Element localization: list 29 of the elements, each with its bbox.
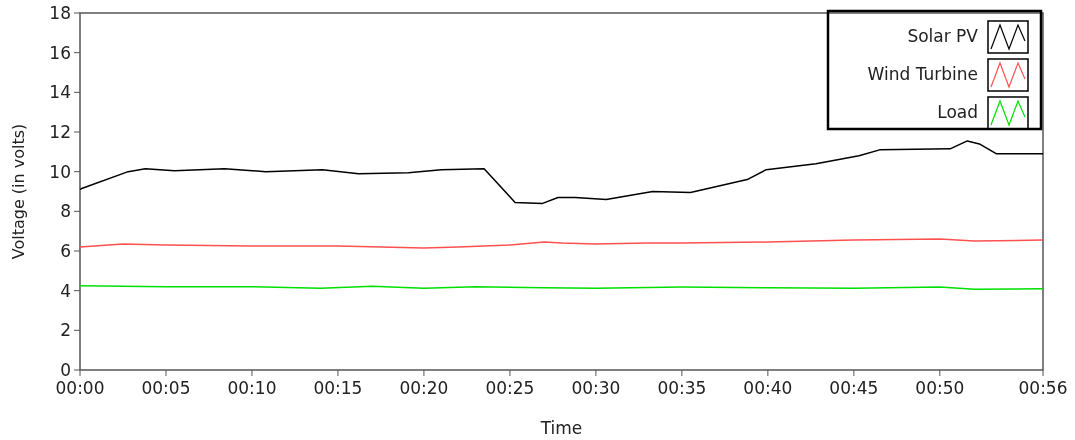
y-tick-label: 2 <box>60 320 71 341</box>
x-tick-label: 00:00 <box>55 378 105 398</box>
x-tick-label: 00:15 <box>313 378 363 398</box>
x-tick-label: 00:45 <box>829 378 879 398</box>
y-tick-label: 14 <box>49 82 71 103</box>
x-tick-label: 00:56 <box>1018 378 1068 398</box>
legend-label: Solar PV <box>907 25 979 46</box>
legend-label: Wind Turbine <box>867 63 978 84</box>
y-tick-label: 4 <box>60 280 71 301</box>
x-tick-label: 00:40 <box>743 378 793 398</box>
y-tick-label: 6 <box>60 240 71 261</box>
y-tick-label: 12 <box>49 121 71 142</box>
line-series <box>79 238 1044 249</box>
line-series <box>79 140 1044 205</box>
x-tick-label: 00:05 <box>141 378 191 398</box>
x-axis-title: Time <box>539 418 583 438</box>
x-tick-label: 00:10 <box>227 378 277 398</box>
legend-label: Load <box>937 101 978 122</box>
y-tick-label: 16 <box>49 42 71 63</box>
x-tick-label: 00:50 <box>915 378 965 398</box>
x-tick-label: 00:20 <box>399 378 449 398</box>
x-tick-label: 00:35 <box>657 378 707 398</box>
y-tick-label: 0 <box>60 359 71 380</box>
x-tick-label: 00:25 <box>485 378 535 398</box>
y-tick-label: 8 <box>60 201 71 222</box>
y-axis-title: Voltage (in volts) <box>9 123 28 260</box>
x-tick-label: 00:30 <box>571 378 621 398</box>
y-tick-label: 18 <box>49 2 71 23</box>
y-tick-label: 10 <box>49 161 71 182</box>
